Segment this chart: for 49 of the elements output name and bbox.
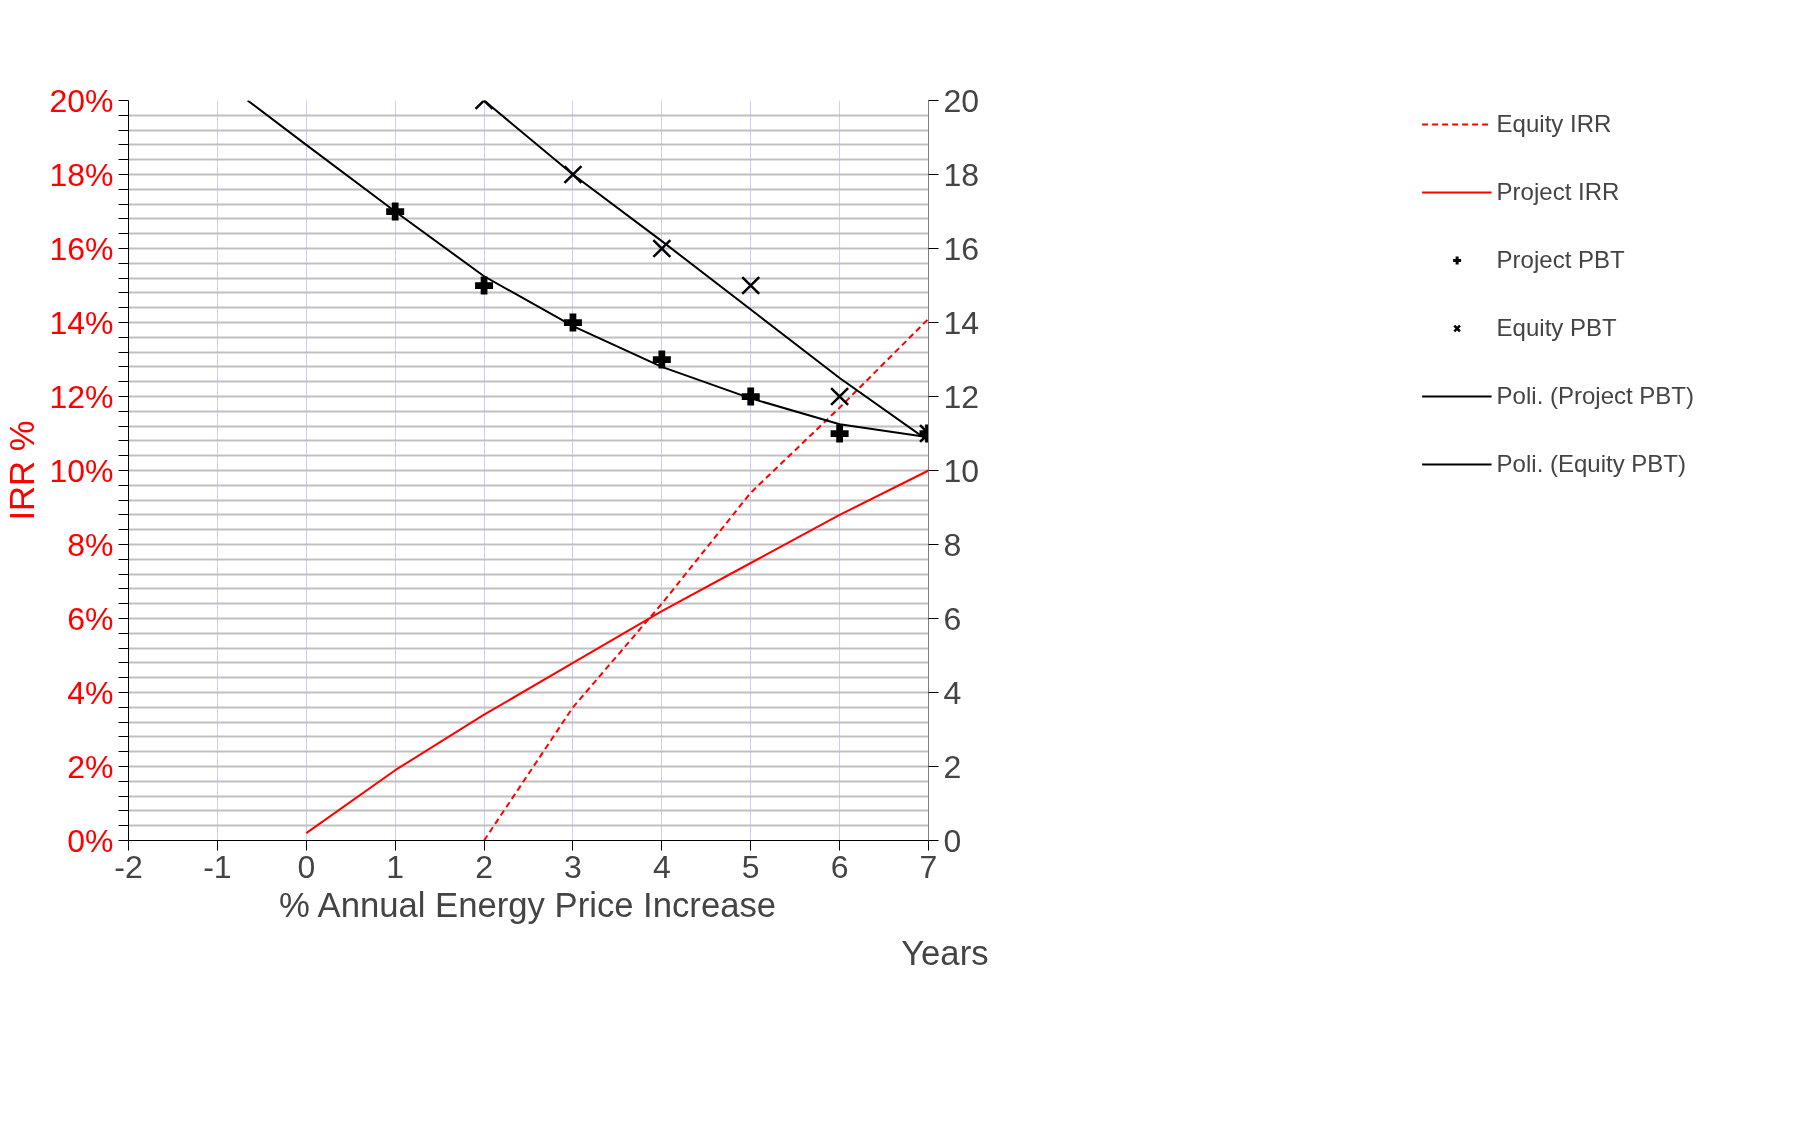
- y2-tick-label: 2: [943, 748, 962, 785]
- x-tick-label: 1: [386, 848, 405, 885]
- y2-tick-label: 10: [943, 452, 980, 489]
- x-tick-label: 3: [564, 848, 582, 885]
- y2-tick-label: 20: [943, 82, 980, 119]
- point: [652, 350, 671, 369]
- point: [830, 424, 849, 443]
- y-tick-label: 18%: [49, 156, 114, 193]
- point: [563, 164, 583, 185]
- x-tick-label: 0: [297, 848, 316, 885]
- x-tick-label: -2: [114, 848, 143, 885]
- y2-tick-label: 14: [943, 304, 980, 341]
- x-tick-label: 4: [652, 848, 671, 885]
- y-axis-title: IRR %: [3, 420, 42, 521]
- y-tick-label: 0%: [67, 822, 114, 859]
- y2-tick-label: 6: [943, 600, 962, 637]
- point: [475, 276, 494, 295]
- x-axis-title: % Annual Energy Price Increase: [279, 885, 777, 924]
- point: [740, 275, 761, 296]
- y-tick-label: 8%: [67, 526, 114, 563]
- x-tick-label: -1: [203, 848, 232, 885]
- y2-tick-label: 8: [943, 526, 962, 563]
- y-tick-label: 10%: [49, 452, 114, 489]
- y-tick-label: 16%: [49, 230, 114, 267]
- y-tick-label: 4%: [67, 674, 114, 711]
- y-tick-label: 14%: [49, 304, 114, 341]
- y2-tick-label: 12: [943, 378, 980, 415]
- y-tick-label: 20%: [49, 82, 114, 119]
- point: [829, 386, 850, 407]
- y2-tick-label: 16: [943, 230, 980, 267]
- legend-label: Poli. (Project PBT): [1496, 382, 1694, 410]
- y2-tick-label: 4: [943, 674, 962, 711]
- point: [652, 238, 672, 259]
- legend-label: Equity IRR: [1496, 110, 1612, 138]
- y2-tick-label: 0: [943, 822, 962, 859]
- x-tick-label: 5: [741, 848, 760, 885]
- y2-axis-title: Years: [901, 933, 989, 972]
- x-tick-label: 6: [830, 848, 849, 885]
- y-tick-label: 12%: [49, 378, 114, 415]
- legend-label: Poli. (Equity PBT): [1496, 450, 1686, 478]
- point: [386, 202, 405, 221]
- x-tick-label: 2: [475, 848, 493, 885]
- legend-label: Project PBT: [1496, 246, 1625, 274]
- y-tick-label: 2%: [67, 748, 114, 785]
- y2-tick-label: 18: [943, 156, 980, 193]
- legend-label: Equity PBT: [1496, 314, 1617, 342]
- y-tick-label: 6%: [67, 600, 114, 637]
- legend-label: Project IRR: [1496, 178, 1620, 206]
- x-tick-label: 7: [919, 848, 938, 885]
